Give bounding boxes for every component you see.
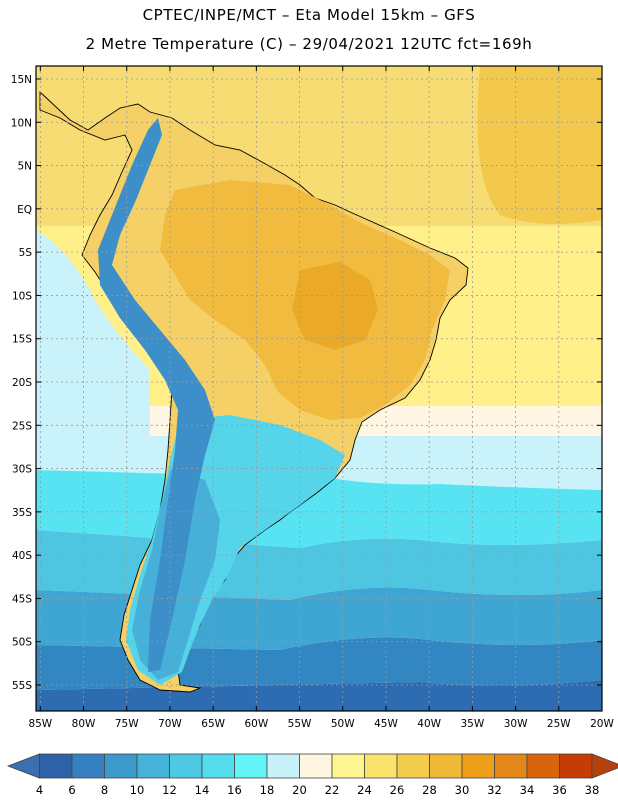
map-frame [35,65,603,712]
lon-label: 25W [547,718,571,730]
colorbar-label: 36 [552,783,567,797]
colorbar-swatch [461,753,495,779]
colorbar-label: 16 [227,783,242,797]
lon-label: 40W [417,718,441,730]
lat-label: 5N [17,161,32,173]
colorbar-label: 32 [487,783,502,797]
map-field [36,66,602,711]
colorbar-swatch [136,753,170,779]
lat-label: 40S [12,550,32,562]
colorbar [6,753,618,779]
map-title-line-1: CPTEC/INPE/MCT – Eta Model 15km – GFS [142,6,476,24]
axis-ticks [36,66,603,711]
colorbar-above-arrow [591,753,618,779]
lon-label: 70W [158,718,182,730]
lat-label: 20S [12,377,32,389]
colorbar-swatch [559,753,593,779]
colorbar-swatch [331,753,365,779]
colorbar-label: 22 [325,783,340,797]
colorbar-label: 4 [36,783,43,797]
lon-label: 50W [331,718,355,730]
colorbar-swatch [364,753,398,779]
longitude-labels: 85W 80W 75W 70W 65W 60W 55W 50W 45W 40W 35W 30W 25W 2… [28,718,614,730]
colorbar-swatch [429,753,463,779]
colorbar-swatch [201,753,235,779]
lat-label: 55S [12,680,32,692]
colorbar-label: 10 [130,783,145,797]
colorbar-label: 34 [520,783,535,797]
colorbar-swatch [39,753,73,779]
pacific-cool-strip [36,230,150,440]
colorbar-swatch [169,753,203,779]
lon-label: 55W [288,718,312,730]
colorbar-label: 24 [357,783,372,797]
latitude-labels: 15N 10N 5N EQ 5S 10S 15S 20S 25S 30S 35S 40S 45S 50S 5… [11,74,33,692]
colorbar-swatch [526,753,560,779]
lon-label: 65W [201,718,225,730]
lat-label: 5S [19,247,33,259]
lat-label: 10S [12,290,32,302]
lat-label: 15S [12,334,32,346]
lon-label: 45W [374,718,398,730]
colorbar-labels: 4 6 8 10 12 14 16 18 20 22 24 26 28 30 32 34 36 38 [36,783,599,797]
colorbar-label: 30 [455,783,470,797]
map-title-line-2: 2 Metre Temperature (C) – 29/04/2021 12U… [85,35,533,53]
colorbar-swatch [266,753,300,779]
lat-label: EQ [17,204,32,216]
lon-label: 30W [504,718,528,730]
lat-label: 25S [12,420,32,432]
lon-label: 85W [28,718,52,730]
colorbar-swatch [396,753,430,779]
lon-label: 75W [115,718,139,730]
hot-core [292,262,378,350]
lon-label: 60W [244,718,268,730]
colorbar-below-arrow [6,753,40,779]
lat-label: 35S [12,507,32,519]
colorbar-swatch [494,753,528,779]
colorbar-swatch [71,753,105,779]
colorbar-label: 28 [422,783,437,797]
lat-label: 45S [12,593,32,605]
colorbar-label: 8 [101,783,108,797]
lat-label: 15N [11,74,32,86]
colorbar-label: 12 [162,783,177,797]
lat-label: 50S [12,637,32,649]
colorbar-label: 38 [585,783,600,797]
lon-label: 35W [461,718,485,730]
colorbar-label: 18 [260,783,275,797]
colorbar-swatch [234,753,268,779]
andes-cold-strip [98,118,215,672]
lat-label: 30S [12,464,32,476]
lon-label: 80W [72,718,96,730]
colorbar-label: 20 [292,783,307,797]
lat-label: 10N [11,117,32,129]
colorbar-label: 6 [68,783,75,797]
colorbar-label: 14 [195,783,210,797]
graticule [36,66,602,711]
lon-label: 20W [590,718,614,730]
colorbar-swatch [299,753,333,779]
colorbar-swatch [104,753,138,779]
ocean-north-deep [477,66,602,224]
colorbar-label: 26 [390,783,405,797]
